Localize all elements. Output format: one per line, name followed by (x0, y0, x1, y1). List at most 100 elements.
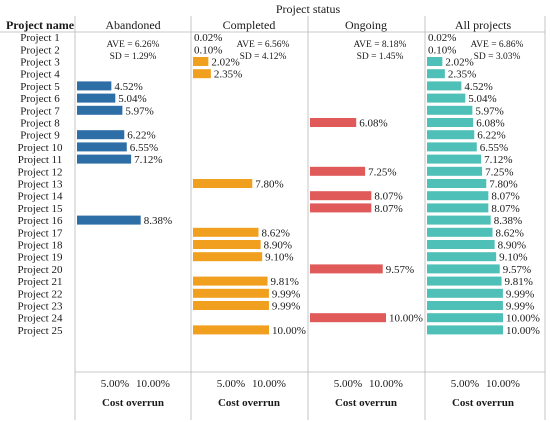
data-label: 7.12% (484, 154, 512, 166)
data-label: 9.99% (272, 288, 300, 300)
bar (427, 166, 483, 176)
bar (427, 313, 503, 323)
data-label: 6.55% (130, 142, 158, 154)
data-label: 9.57% (503, 264, 531, 276)
bar (427, 105, 473, 115)
bar (193, 252, 263, 262)
data-label: 9.99% (506, 301, 534, 313)
data-label: 0.10% (428, 44, 456, 56)
bar (77, 130, 125, 140)
project-name: Project 9 (20, 130, 60, 142)
project-name: Project 5 (20, 81, 60, 93)
data-label: 9.81% (505, 276, 533, 288)
bar (193, 240, 261, 249)
bar (427, 203, 489, 213)
panel-ave: AVE = 8.18% (354, 40, 407, 50)
data-label: 0.10% (194, 44, 222, 56)
project-name: Project 7 (20, 105, 60, 117)
panel-ave: AVE = 6.86% (471, 40, 524, 50)
data-label: 8.62% (262, 227, 290, 239)
bar (427, 57, 443, 66)
bar (427, 301, 503, 310)
data-label: 10.00% (389, 313, 423, 325)
data-label: 9.10% (499, 252, 527, 264)
panel-sd: SD = 4.12% (240, 52, 287, 62)
data-label: 7.25% (368, 166, 396, 178)
project-name: Project 25 (18, 325, 63, 337)
bar (427, 69, 445, 79)
data-label: 6.08% (359, 118, 387, 130)
x-tick-label: 10.00% (369, 378, 403, 390)
project-name: Project 23 (18, 301, 63, 313)
data-label: 9.99% (506, 288, 534, 300)
project-name: Project 15 (18, 203, 63, 215)
bar (427, 264, 500, 274)
data-label: 7.12% (134, 154, 162, 166)
bar (193, 325, 269, 335)
project-name: Project 2 (20, 44, 59, 56)
bar (193, 227, 259, 237)
bar (310, 264, 383, 274)
bar (77, 142, 127, 152)
bar (427, 252, 497, 262)
data-label: 8.38% (144, 215, 172, 227)
x-tick-label: 10.00% (486, 378, 520, 390)
data-label: 8.90% (264, 240, 292, 252)
bar (77, 215, 141, 225)
project-name: Project 24 (18, 313, 63, 325)
bar (193, 179, 253, 188)
x-axis-label: Cost overrun (452, 397, 514, 409)
data-label: 4.52% (114, 81, 142, 93)
project-name: Project 1 (20, 32, 59, 44)
data-label: 7.25% (485, 166, 513, 178)
data-label: 8.90% (498, 240, 526, 252)
data-label: 6.22% (477, 130, 505, 142)
data-label: 5.04% (118, 93, 146, 105)
bar (310, 118, 357, 127)
panel-header: Abandoned (105, 18, 160, 32)
bar (427, 142, 477, 152)
bar (77, 81, 112, 91)
bar (427, 81, 462, 91)
bar (427, 276, 502, 286)
x-tick-label: 5.00% (217, 378, 245, 390)
project-name: Project 22 (18, 288, 63, 300)
bar (193, 301, 269, 310)
data-label: 8.07% (374, 191, 402, 203)
x-tick-label: 10.00% (136, 378, 170, 390)
project-name: Project 17 (18, 227, 63, 239)
bar (77, 154, 132, 164)
data-label: 6.22% (127, 130, 155, 142)
data-label: 2.02% (211, 57, 239, 69)
project-name: Project 16 (18, 215, 63, 227)
panel-sd: SD = 1.45% (357, 52, 404, 62)
data-label: 10.00% (272, 325, 306, 337)
panel-header: Ongoing (345, 18, 387, 32)
bar (427, 227, 493, 237)
bar (427, 191, 489, 201)
data-label: 9.81% (271, 276, 299, 288)
project-name: Project 21 (18, 276, 63, 288)
bar (77, 105, 123, 115)
project-rows: Project 1 0.02% 0.02% Project 2 0.10% 0.10% Pr… (18, 32, 540, 337)
project-name: Project 4 (20, 69, 60, 81)
bar (310, 191, 372, 201)
data-label: 4.52% (464, 81, 492, 93)
data-label: 10.00% (506, 313, 540, 325)
panel-sd: SD = 1.29% (110, 52, 157, 62)
grid-lines (0, 16, 546, 420)
x-axis-label: Cost overrun (102, 397, 164, 409)
bar (427, 179, 487, 188)
project-name: Project 13 (18, 179, 63, 191)
bar (427, 215, 491, 225)
bar (427, 93, 466, 103)
x-tick-label: 5.00% (101, 378, 129, 390)
panel-header: Completed (223, 18, 276, 32)
panels: Abandoned AVE = 6.26% SD = 1.29% 5.00% 10.00… (101, 18, 524, 409)
bar (193, 69, 211, 79)
row-header: Project name (6, 18, 75, 32)
data-label: 2.35% (214, 69, 242, 81)
project-name: Project 11 (18, 154, 63, 166)
bar (427, 288, 503, 298)
bar (427, 154, 482, 164)
